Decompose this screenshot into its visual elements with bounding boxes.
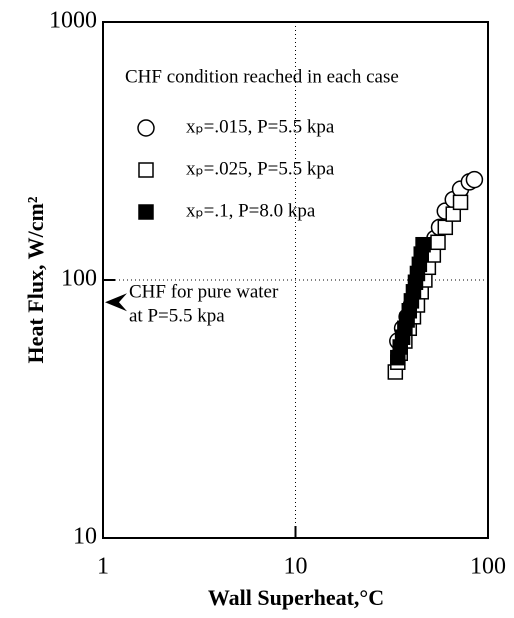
legend-marker [138, 162, 154, 178]
data-point [465, 170, 484, 189]
y-tick-label: 100 [61, 266, 97, 292]
annotation-text: at P=5.5 kpa [129, 306, 225, 327]
plot-frame [102, 21, 489, 539]
x-axis-label: Wall Superheat,°C [208, 585, 384, 610]
x-tick-label: 1 [97, 554, 109, 580]
y-axis-label: Heat Flux, W/cm² [23, 196, 48, 363]
data-point [437, 219, 454, 236]
data-point [452, 194, 469, 211]
annotation-arrow [105, 293, 127, 312]
legend-label: xₚ=.1, P=8.0 kpa [186, 200, 316, 221]
legend-marker [137, 119, 155, 137]
legend-label: xₚ=.015, P=5.5 kpa [186, 116, 335, 137]
legend-label: xₚ=.025, P=5.5 kpa [186, 158, 335, 179]
x-tick-label: 10 [284, 554, 308, 580]
legend-title: CHF condition reached in each case [125, 66, 399, 87]
y-tick-label: 1000 [49, 8, 97, 34]
annotation-text: CHF for pure water [129, 282, 279, 303]
data-point [430, 234, 446, 251]
y-tick-label: 10 [73, 524, 97, 550]
x-tick-label: 100 [470, 554, 506, 580]
data-point [415, 236, 431, 253]
legend-marker [138, 204, 154, 220]
